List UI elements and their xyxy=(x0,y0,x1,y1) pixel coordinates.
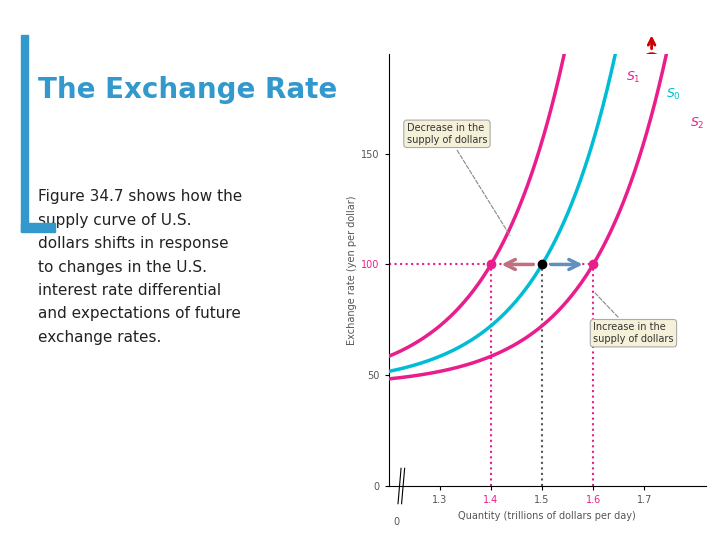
Bar xyxy=(21,223,55,232)
X-axis label: Quantity (trillions of dollars per day): Quantity (trillions of dollars per day) xyxy=(459,511,636,521)
Text: $S_1$: $S_1$ xyxy=(626,70,641,85)
Text: Figure 34.7 shows how the
supply curve of U.S.
dollars shifts in response
to cha: Figure 34.7 shows how the supply curve o… xyxy=(38,190,243,345)
Text: Decrease in the
supply of dollars: Decrease in the supply of dollars xyxy=(407,123,510,235)
Text: 0: 0 xyxy=(393,517,400,527)
Bar xyxy=(21,35,28,231)
Text: $S_0$: $S_0$ xyxy=(666,87,680,103)
Text: The Exchange Rate: The Exchange Rate xyxy=(38,76,338,104)
Circle shape xyxy=(642,53,661,71)
Y-axis label: Exchange rate (yen per dollar): Exchange rate (yen per dollar) xyxy=(347,195,357,345)
Text: $S_2$: $S_2$ xyxy=(690,116,705,131)
Text: Increase in the
supply of dollars: Increase in the supply of dollars xyxy=(593,293,674,344)
